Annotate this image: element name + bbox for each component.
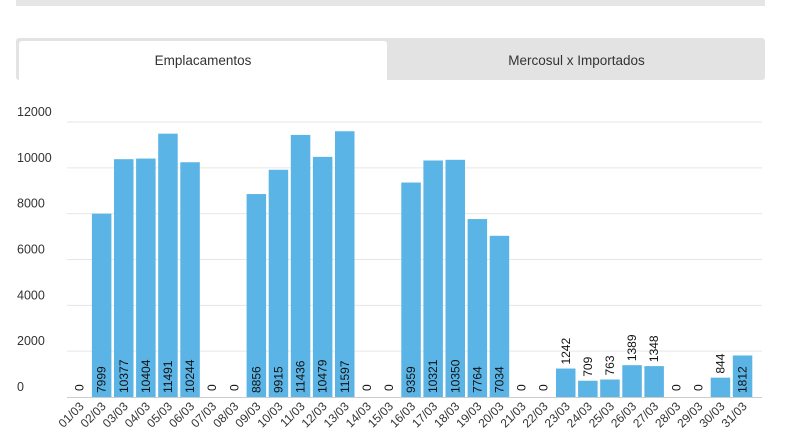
data-label: 10404 — [139, 359, 153, 393]
data-label: 1389 — [625, 334, 639, 361]
data-label: 9915 — [271, 366, 285, 393]
data-label: 0 — [515, 384, 529, 391]
bar — [467, 219, 488, 397]
bar — [445, 159, 465, 397]
y-tick-label: 0 — [17, 380, 24, 394]
bar — [180, 162, 200, 397]
y-tick-label: 12000 — [17, 105, 52, 119]
data-label: 1812 — [736, 366, 750, 393]
bar — [136, 158, 156, 397]
bar — [423, 160, 443, 397]
bar — [268, 169, 289, 397]
bar — [556, 368, 576, 397]
bar — [578, 380, 598, 397]
y-tick-label: 10000 — [17, 151, 52, 165]
tab-emplacamentos[interactable]: Emplacamentos — [19, 41, 387, 80]
data-label: 10244 — [183, 359, 197, 393]
data-label: 844 — [713, 353, 727, 373]
bar — [710, 377, 731, 397]
data-label: 0 — [669, 384, 683, 391]
y-tick-label: 4000 — [17, 288, 45, 302]
data-label: 0 — [382, 384, 396, 391]
tab-mercosul-importados[interactable]: Mercosul x Importados — [508, 53, 645, 68]
data-label: 10321 — [426, 359, 440, 393]
data-label: 763 — [603, 355, 617, 375]
data-label: 0 — [691, 384, 705, 391]
data-label: 7034 — [492, 366, 506, 393]
data-label: 709 — [581, 356, 595, 376]
top-panel-strip — [16, 0, 765, 6]
bar — [489, 235, 510, 397]
y-tick-label: 8000 — [17, 197, 45, 211]
bar — [290, 134, 311, 398]
data-label: 0 — [360, 384, 374, 391]
bar — [312, 156, 333, 397]
data-label: 10377 — [117, 359, 131, 393]
data-label: 10479 — [316, 359, 330, 393]
bar — [732, 355, 753, 397]
bar — [158, 133, 178, 397]
data-label: 0 — [227, 384, 241, 391]
data-label: 11597 — [338, 360, 352, 393]
data-label: 0 — [73, 384, 87, 391]
bar — [401, 182, 421, 397]
data-label: 1242 — [559, 338, 573, 365]
y-tick-label: 6000 — [17, 243, 45, 257]
x-tick-label: 31/03 — [719, 399, 750, 430]
data-label: 9359 — [404, 366, 418, 393]
data-label: 11436 — [294, 360, 308, 393]
bar — [644, 366, 664, 397]
bar-chart: 0 2000 4000 6000 8000 10000 12000 0 7999 10377 104… — [17, 105, 762, 430]
data-label: 7999 — [95, 366, 109, 393]
bar — [622, 365, 642, 397]
y-tick-label: 2000 — [17, 334, 45, 348]
data-label: 10350 — [448, 359, 462, 393]
data-label: 0 — [537, 384, 551, 391]
bar — [114, 159, 134, 397]
data-label: 11491 — [161, 360, 175, 393]
data-label: 0 — [205, 384, 219, 391]
data-label: 7764 — [470, 366, 484, 393]
bar — [91, 213, 112, 397]
data-label: 8856 — [249, 366, 263, 393]
chart-tabs: Emplacamentos Mercosul x Importados — [16, 38, 765, 80]
bar — [600, 379, 620, 397]
data-label: 1348 — [647, 335, 661, 362]
bar — [246, 194, 267, 397]
bar — [335, 131, 355, 397]
